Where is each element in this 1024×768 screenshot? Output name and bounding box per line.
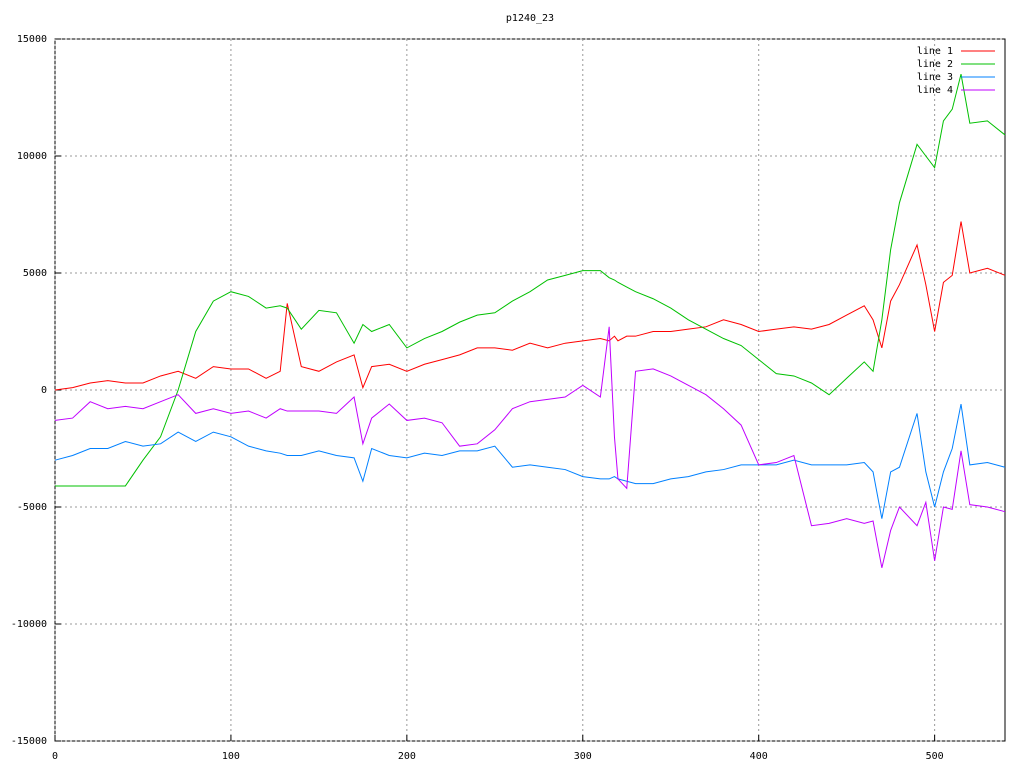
x-tick-label: 200 xyxy=(398,751,416,762)
legend-label: line 2 xyxy=(917,59,953,70)
y-tick-label: 15000 xyxy=(17,34,47,45)
data-line xyxy=(54,403,1006,519)
y-tick-label: 5000 xyxy=(23,268,47,279)
y-tick-label: -15000 xyxy=(11,736,47,747)
legend-label: line 4 xyxy=(917,85,953,96)
x-tick-label: 300 xyxy=(574,751,592,762)
y-tick-label: 0 xyxy=(41,385,47,396)
data-line xyxy=(54,221,1006,391)
data-line xyxy=(54,326,1006,568)
legend-label: line 1 xyxy=(917,46,953,57)
x-tick-label: 400 xyxy=(750,751,768,762)
x-tick-label: 0 xyxy=(52,751,58,762)
x-tick-label: 500 xyxy=(926,751,944,762)
y-tick-label: 10000 xyxy=(17,151,47,162)
y-tick-label: -10000 xyxy=(11,619,47,630)
y-tick-label: -5000 xyxy=(17,502,47,513)
legend-label: line 3 xyxy=(917,72,953,83)
x-tick-label: 100 xyxy=(222,751,240,762)
data-line xyxy=(55,73,1006,487)
chart-title: p1240_23 xyxy=(506,13,554,24)
